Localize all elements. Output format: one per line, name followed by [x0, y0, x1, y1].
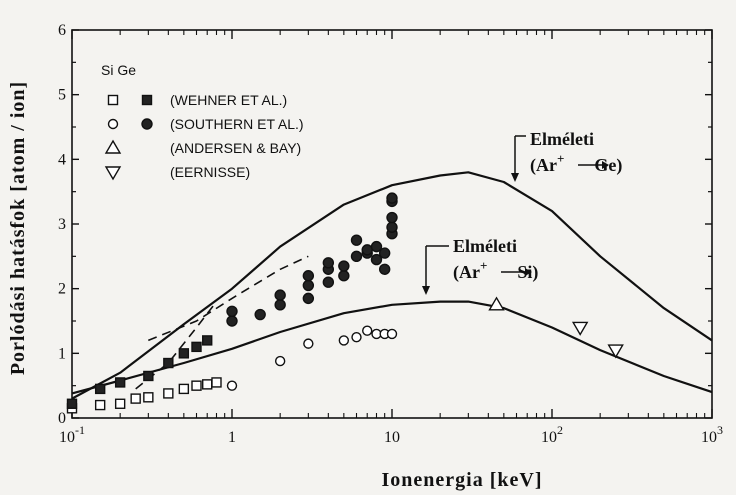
y-tick-label: 5	[58, 87, 66, 104]
filled-square-point	[143, 370, 154, 382]
y-tick-label: 4	[58, 151, 66, 168]
open-circle-point	[274, 355, 286, 367]
filled-circle-point	[274, 289, 286, 301]
open-square-point	[211, 377, 222, 388]
formula-arrowhead	[602, 161, 609, 169]
x-tick-label: 10	[384, 429, 400, 446]
filled-circle-point	[254, 308, 266, 321]
x-tick-label: 1	[228, 429, 236, 446]
filled-square-point	[202, 335, 213, 346]
legend-marker-filled-square	[141, 94, 153, 106]
y-tick-label: 3	[58, 216, 66, 233]
legend-marker-open-triangle-down	[104, 166, 122, 181]
filled-square-point	[114, 377, 126, 388]
annotation-formula: (Ar+Ge)	[530, 151, 622, 176]
open-circle-point	[386, 328, 398, 340]
legend-header: Si Ge	[101, 62, 136, 78]
filled-circle-point	[350, 234, 363, 246]
filled-circle-point	[386, 192, 398, 204]
filled-circle-point	[302, 270, 315, 282]
filled-circle-point	[386, 221, 398, 233]
filled-circle-point	[370, 240, 383, 253]
y-tick-label: 0	[58, 410, 66, 427]
open-square-point	[114, 398, 126, 409]
dashed-fit-line	[148, 255, 309, 342]
x-axis-title: Ionenergia [keV]	[382, 469, 543, 491]
x-tick-label: 102	[541, 423, 563, 446]
annotation-title: Elméleti	[530, 129, 594, 149]
annotation-arrowhead	[511, 173, 519, 182]
open-square-point	[178, 383, 190, 395]
y-tick-label: 6	[58, 22, 66, 39]
open-circle-point	[362, 325, 373, 336]
legend-marker-open-square	[107, 94, 119, 106]
open-triangle-up-point	[488, 296, 505, 311]
filled-circle-point	[322, 257, 335, 269]
open-square-point	[130, 393, 141, 404]
open-triangle-down-point	[571, 321, 589, 336]
filled-circle-point	[302, 279, 315, 292]
legend-marker-open-circle	[107, 118, 119, 130]
filled-circle-point	[370, 253, 383, 266]
filled-circle-point	[350, 250, 363, 263]
filled-circle-point	[378, 247, 391, 259]
open-square-point	[94, 399, 106, 411]
theory-curves	[71, 171, 713, 400]
legend-entry-label: (ANDERSEN & BAY)	[170, 140, 301, 156]
filled-circle-point	[338, 260, 350, 272]
filled-square-point	[191, 341, 202, 353]
filled-circle-point	[338, 270, 350, 282]
filled-circle-point	[226, 305, 238, 317]
annotation-title: Elméleti	[453, 236, 517, 256]
theory-curve	[71, 171, 713, 400]
filled-circle-point	[361, 244, 373, 256]
open-triangle-down-point	[607, 344, 624, 359]
y-tick-label: 2	[58, 281, 66, 298]
y-tick-label: 1	[58, 345, 66, 362]
filled-square-point	[94, 383, 106, 395]
data-points	[66, 192, 624, 414]
legend: Si Ge (WEHNER ET AL.) (SOUTHERN ET AL.) (AN…	[101, 62, 304, 181]
y-axis: 0 1 2 3 4 5 6	[58, 22, 712, 427]
filled-circle-point	[386, 211, 398, 224]
open-circle-point	[303, 338, 314, 349]
annotations: Elméleti(Ar+Ge)Elméleti(Ar+Si)	[422, 129, 622, 295]
filled-square-point	[66, 398, 78, 409]
legend-entry-label: (SOUTHERN ET AL.)	[170, 116, 304, 132]
x-tick-label: 10-1	[59, 423, 85, 446]
legend-marker-filled-circle	[141, 118, 153, 130]
filled-square-point	[163, 357, 174, 369]
legend-entry-label: (WEHNER ET AL.)	[170, 92, 287, 108]
filled-circle-point	[378, 263, 391, 275]
theory-curve	[71, 300, 713, 395]
annotation-formula: (Ar+Si)	[453, 258, 538, 283]
open-circle-point	[338, 335, 350, 346]
open-circle-point	[351, 331, 362, 343]
y-axis-title: Porlódási hatásfok [atom / ion]	[7, 81, 29, 375]
x-tick-label: 103	[701, 423, 723, 446]
legend-entry-label: (EERNISSE)	[170, 164, 250, 180]
annotation-arrowhead	[422, 286, 430, 295]
open-square-point	[202, 379, 213, 390]
open-square-point	[191, 380, 202, 391]
filled-circle-point	[302, 292, 315, 305]
filled-square-point	[178, 348, 190, 359]
formula-arrowhead	[525, 268, 532, 276]
filled-circle-point	[274, 299, 286, 311]
x-axis: 10-1 1 10 102 103	[59, 30, 723, 446]
filled-circle-point	[226, 315, 238, 327]
open-circle-point	[226, 380, 238, 391]
open-square-point	[143, 392, 154, 403]
filled-circle-point	[322, 276, 335, 288]
open-square-point	[163, 388, 174, 399]
legend-marker-open-triangle-up	[104, 139, 122, 154]
